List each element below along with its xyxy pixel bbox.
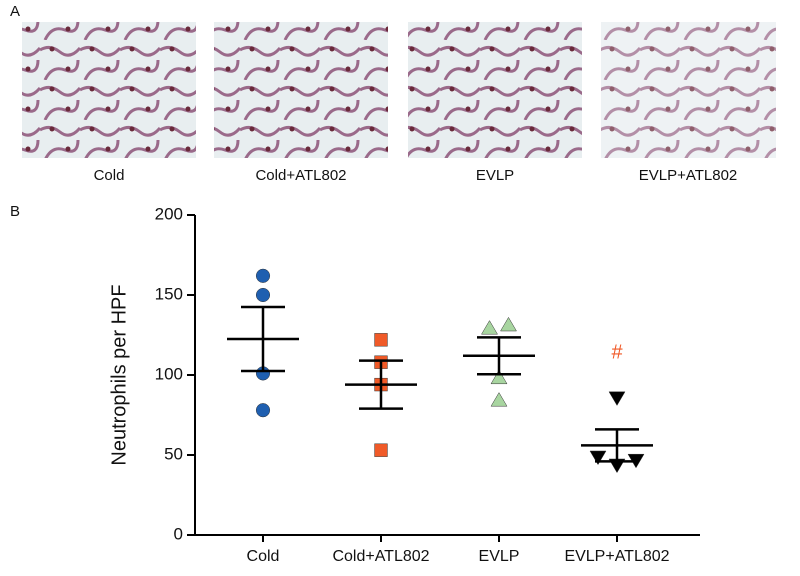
- micrograph: [22, 22, 196, 158]
- y-tick-label: 0: [174, 524, 183, 543]
- x-tick-label: EVLP: [479, 548, 520, 565]
- data-point: [608, 391, 626, 406]
- micrograph: [214, 22, 388, 158]
- annotation: #: [611, 342, 623, 364]
- data-point: [500, 316, 517, 332]
- y-tick-label: 100: [155, 364, 183, 383]
- image-caption: Cold+ATL802: [255, 167, 346, 184]
- data-point: [255, 287, 271, 303]
- y-tick-label: 200: [155, 204, 183, 223]
- x-tick-label: EVLP+ATL802: [564, 548, 669, 565]
- image-caption: EVLP+ATL802: [639, 167, 738, 184]
- data-point: [589, 450, 607, 466]
- data-point: [374, 333, 388, 347]
- x-tick-label: Cold: [247, 548, 280, 565]
- micrograph: [601, 22, 776, 158]
- data-point: [481, 320, 498, 335]
- panel-label: B: [10, 203, 20, 220]
- data-point: [255, 403, 271, 418]
- y-tick-label: 50: [164, 444, 183, 463]
- micrograph: [408, 22, 582, 158]
- data-point: [490, 369, 508, 385]
- image-caption: Cold: [94, 167, 125, 184]
- panel-label: A: [10, 3, 20, 20]
- y-tick-label: 150: [155, 284, 183, 303]
- data-point: [490, 392, 508, 407]
- image-caption: EVLP: [476, 167, 514, 184]
- x-tick-label: Cold+ATL802: [332, 548, 429, 565]
- data-point: [374, 443, 388, 457]
- y-axis-label: Neutrophils per HPF: [108, 284, 130, 465]
- data-point: [255, 268, 271, 283]
